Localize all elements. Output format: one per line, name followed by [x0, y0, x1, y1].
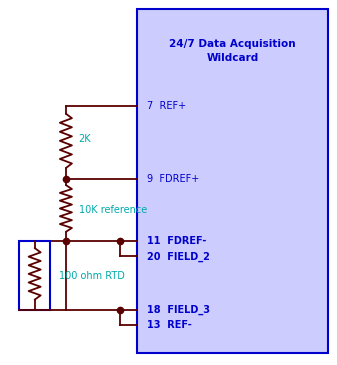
- Bar: [19, 241, 50, 310]
- Text: 100 ohm RTD: 100 ohm RTD: [59, 270, 124, 281]
- Text: 2K: 2K: [79, 134, 91, 144]
- Text: 7  REF+: 7 REF+: [148, 101, 187, 111]
- Text: 9  FDREF+: 9 FDREF+: [148, 174, 200, 184]
- Text: 18  FIELD_3: 18 FIELD_3: [148, 305, 210, 315]
- Text: 24/7 Data Acquisition
Wildcard: 24/7 Data Acquisition Wildcard: [170, 39, 296, 63]
- Bar: [137, 9, 328, 353]
- Text: 10K reference: 10K reference: [79, 205, 147, 215]
- Text: 11  FDREF-: 11 FDREF-: [148, 236, 207, 246]
- Text: 13  REF-: 13 REF-: [148, 320, 192, 330]
- Text: 20  FIELD_2: 20 FIELD_2: [148, 251, 210, 262]
